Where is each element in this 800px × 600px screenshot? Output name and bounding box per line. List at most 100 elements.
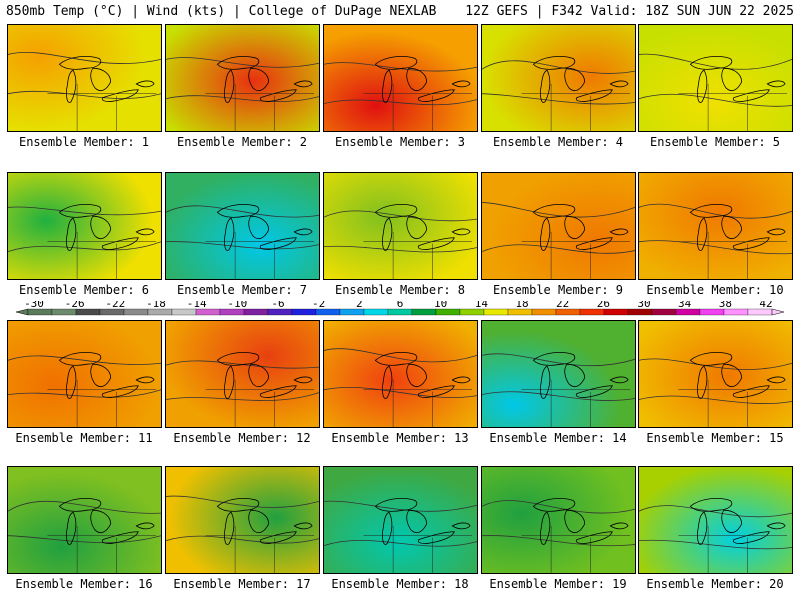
temperature-field — [166, 321, 319, 427]
contour-line — [324, 500, 477, 512]
temperature-field — [482, 25, 635, 131]
state-border — [363, 525, 473, 573]
ensemble-member-map — [638, 24, 793, 132]
great-lakes-outline — [697, 69, 708, 103]
temperature-field — [166, 173, 319, 279]
contour-line — [482, 60, 635, 74]
ensemble-member-label: Ensemble Member: 18 — [331, 577, 469, 591]
contour-line — [324, 539, 477, 547]
great-lakes-outline — [259, 385, 297, 398]
contour-line — [166, 535, 319, 544]
great-lakes-outline — [293, 228, 313, 236]
temperature-field — [639, 25, 792, 131]
state-border — [363, 83, 473, 131]
state-border — [47, 379, 157, 427]
great-lakes-outline — [766, 80, 786, 88]
great-lakes-outline — [609, 228, 629, 236]
great-lakes-outline — [721, 67, 743, 92]
contour-line — [166, 205, 319, 218]
great-lakes-outline — [540, 365, 551, 399]
great-lakes-outline — [382, 217, 393, 251]
ensemble-member-map — [7, 320, 162, 428]
great-lakes-outline — [406, 67, 428, 92]
great-lakes-outline — [540, 217, 551, 251]
ensemble-member-map — [481, 172, 636, 280]
great-lakes-outline — [90, 509, 112, 534]
contour-line — [639, 240, 792, 255]
temperature-field — [482, 173, 635, 279]
contour-line — [639, 203, 792, 219]
great-lakes-outline — [101, 89, 139, 102]
state-border — [678, 525, 788, 573]
great-lakes-outline — [721, 215, 743, 240]
great-lakes-outline — [417, 237, 455, 250]
ensemble-member-label: Ensemble Member: 6 — [18, 283, 150, 297]
colorbar-swatch — [243, 308, 269, 316]
great-lakes-outline — [575, 385, 613, 398]
colorbar-swatch — [411, 308, 437, 316]
great-lakes-outline — [697, 217, 708, 251]
great-lakes-outline — [216, 498, 260, 512]
contour-line — [324, 386, 477, 398]
ensemble-member-map — [323, 466, 478, 574]
great-lakes-outline — [374, 352, 418, 366]
ensemble-member-label: Ensemble Member: 4 — [492, 135, 624, 149]
state-border — [47, 83, 157, 131]
great-lakes-outline — [721, 363, 743, 388]
contour-line — [166, 57, 319, 68]
contour-line — [166, 392, 319, 401]
great-lakes-outline — [609, 376, 629, 384]
great-lakes-outline — [766, 228, 786, 236]
great-lakes-outline — [382, 511, 393, 545]
colorbar-tick-label: 6 — [397, 301, 404, 310]
great-lakes-outline — [721, 509, 743, 534]
state-border — [521, 379, 631, 427]
great-lakes-outline — [90, 67, 112, 92]
colorbar-tick-label: -6 — [271, 301, 284, 310]
colorbar-tick-label: 38 — [719, 301, 732, 310]
temperature-field — [324, 467, 477, 573]
great-lakes-outline — [135, 228, 155, 236]
ensemble-member-label: Ensemble Member: 10 — [646, 283, 784, 297]
great-lakes-outline — [689, 352, 733, 366]
great-lakes-outline — [101, 237, 139, 250]
great-lakes-outline — [216, 352, 260, 366]
great-lakes-outline — [248, 363, 270, 388]
ensemble-member-label: Ensemble Member: 3 — [334, 135, 466, 149]
great-lakes-outline — [532, 56, 576, 70]
great-lakes-outline — [58, 56, 102, 70]
great-lakes-outline — [259, 237, 297, 250]
great-lakes-outline — [135, 522, 155, 530]
great-lakes-outline — [90, 215, 112, 240]
colorbar-tick-label: -18 — [146, 301, 166, 310]
ensemble-member-label: Ensemble Member: 14 — [489, 431, 627, 445]
state-border — [47, 525, 157, 573]
ensemble-member-label: Ensemble Member: 19 — [489, 577, 627, 591]
contour-line — [324, 245, 477, 253]
great-lakes-outline — [259, 89, 297, 102]
state-border — [521, 525, 631, 573]
contour-line — [8, 52, 161, 64]
contour-line — [166, 241, 319, 250]
ensemble-member-label: Ensemble Member: 5 — [649, 135, 781, 149]
colorbar-swatch — [123, 308, 149, 316]
ensemble-member-label: Ensemble Member: 17 — [173, 577, 311, 591]
contour-line — [8, 535, 161, 544]
great-lakes-outline — [689, 204, 733, 218]
great-lakes-outline — [406, 509, 428, 534]
ensemble-member-map — [7, 24, 162, 132]
ensemble-member-map — [165, 320, 320, 428]
temperature-field — [166, 467, 319, 573]
state-border — [363, 231, 473, 279]
ensemble-member-map — [323, 24, 478, 132]
contour-line — [482, 353, 635, 367]
great-lakes-outline — [293, 80, 313, 88]
great-lakes-outline — [540, 69, 551, 103]
contour-line — [8, 389, 161, 398]
colorbar-swatch — [651, 308, 677, 316]
great-lakes-outline — [135, 80, 155, 88]
great-lakes-outline — [417, 385, 455, 398]
great-lakes-outline — [406, 215, 428, 240]
contour-line — [8, 90, 161, 99]
great-lakes-outline — [575, 237, 613, 250]
